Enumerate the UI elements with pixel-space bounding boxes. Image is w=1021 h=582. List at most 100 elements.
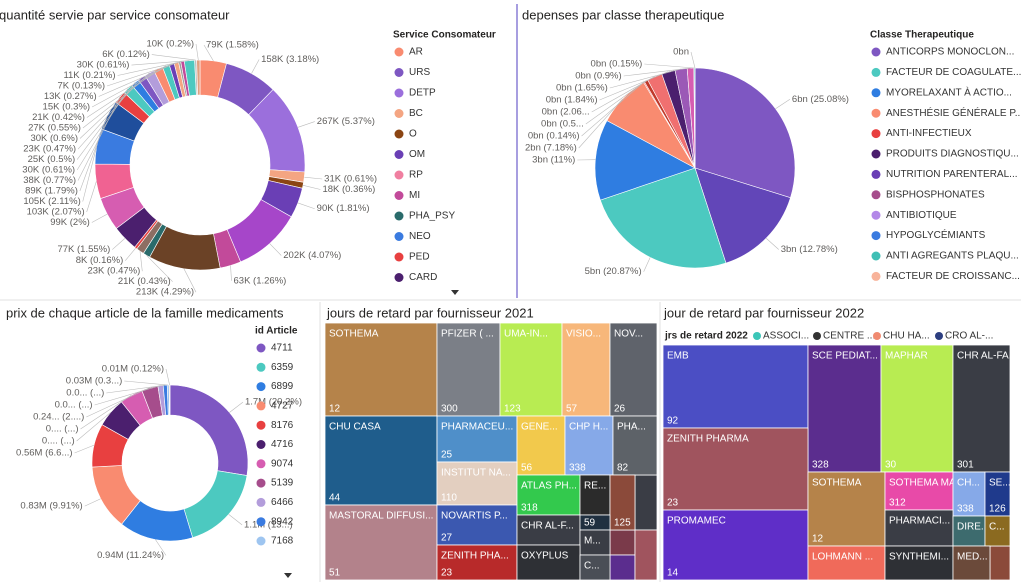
data-label: 267K (5.37%) bbox=[317, 116, 375, 127]
tile-value: 300 bbox=[441, 404, 458, 415]
legend-entry: 8942 bbox=[271, 516, 294, 527]
legend-entry: MYORELAXANT À ACTIO... bbox=[886, 85, 1012, 98]
data-label: 30K (0.61%) bbox=[77, 60, 130, 71]
tile-value: 126 bbox=[989, 504, 1006, 515]
legend-marker bbox=[873, 332, 881, 340]
legend-entry: 7168 bbox=[271, 536, 294, 547]
data-label: 0bn (0.9%) bbox=[575, 71, 621, 82]
legend-marker bbox=[256, 382, 266, 392]
leader-line bbox=[146, 255, 173, 282]
data-label: 3bn (11%) bbox=[532, 155, 575, 166]
legend-entry: CENTRE ... bbox=[823, 331, 875, 342]
data-label: 27K (0.55%) bbox=[28, 123, 81, 134]
tile-value: 82 bbox=[617, 463, 629, 474]
tile-label: INSTITUT NA... bbox=[441, 468, 511, 479]
legend-entry: 4727 bbox=[271, 401, 294, 412]
legend-entry: 4716 bbox=[271, 439, 294, 450]
legend-marker bbox=[394, 150, 404, 159]
legend-entry: 6466 bbox=[271, 497, 294, 508]
legend-marker bbox=[394, 273, 404, 282]
tile bbox=[952, 515, 986, 547]
data-label: 31K (0.61%) bbox=[324, 174, 377, 185]
data-label: 79K (1.58%) bbox=[206, 40, 259, 51]
data-label: 30K (0.61%) bbox=[22, 165, 75, 176]
tile-label: RE... bbox=[584, 481, 606, 492]
tile-value: 57 bbox=[566, 404, 578, 415]
tile-label: M... bbox=[584, 536, 601, 547]
data-label: 105K (2.11%) bbox=[23, 196, 80, 207]
legend-entry: 6899 bbox=[271, 381, 294, 392]
legend-marker bbox=[256, 497, 266, 507]
tile bbox=[807, 471, 886, 547]
leader-line bbox=[183, 268, 197, 293]
tile-value: 125 bbox=[614, 518, 631, 529]
chart-title: prix de chaque article de la famille med… bbox=[6, 305, 284, 320]
data-label: 99K (2%) bbox=[50, 217, 90, 228]
legend-title: jrs de retard 2022 bbox=[664, 331, 748, 342]
legend-entry: PRODUITS DIAGNOSTIQU... bbox=[886, 149, 1019, 160]
legend-entry: CARD bbox=[409, 272, 437, 283]
scroll-arrow[interactable] bbox=[451, 290, 459, 295]
data-label: 21K (0.43%) bbox=[118, 276, 171, 287]
leader-line bbox=[775, 98, 791, 109]
leader-line bbox=[203, 44, 214, 62]
data-label: 0.24... (2....) bbox=[33, 412, 84, 423]
tile-label: SCE PEDIAT... bbox=[812, 351, 878, 362]
tile-value: 312 bbox=[889, 498, 906, 509]
tile-label: PHARMACEU... bbox=[441, 422, 513, 433]
leader-line bbox=[86, 387, 150, 418]
scroll-arrow[interactable] bbox=[284, 573, 292, 578]
leader-line bbox=[125, 247, 136, 261]
data-label: 0bn (1.84%) bbox=[546, 95, 598, 106]
legend-marker bbox=[871, 190, 881, 200]
tile bbox=[884, 509, 954, 547]
data-label: 7K (0.13%) bbox=[57, 81, 105, 92]
legend-marker bbox=[871, 251, 881, 261]
data-label: 0.56M (6.6...) bbox=[16, 448, 73, 459]
tile-value: 26 bbox=[614, 404, 626, 415]
data-label: 11K (0.21%) bbox=[63, 70, 115, 81]
leader-line bbox=[77, 77, 142, 150]
leader-line bbox=[581, 81, 645, 137]
legend-marker bbox=[256, 343, 266, 353]
data-label: 2bn (7.18%) bbox=[525, 143, 577, 154]
legend-marker bbox=[871, 47, 881, 57]
data-label: 0.0... (...) bbox=[66, 388, 104, 399]
leader-line bbox=[297, 121, 315, 128]
legend-marker bbox=[871, 231, 881, 241]
data-label: 23K (0.47%) bbox=[87, 266, 140, 277]
tile-label: SOTHEMA bbox=[812, 478, 862, 489]
leader-line bbox=[297, 202, 315, 210]
tile-label: MAPHAR bbox=[885, 351, 928, 362]
legend-entry: NEO bbox=[409, 231, 431, 242]
chart-title: jour de retard par fournisseur 2022 bbox=[663, 305, 864, 320]
legend-marker bbox=[394, 191, 404, 200]
legend-marker bbox=[256, 362, 266, 372]
tile-label: OXYPLUS bbox=[521, 551, 569, 562]
legend-marker bbox=[813, 332, 821, 340]
tile-value: 12 bbox=[329, 404, 341, 415]
tile-label: PHA... bbox=[617, 422, 646, 433]
data-label: 89K (1.79%) bbox=[25, 186, 78, 197]
tile-label: ZENITH PHA... bbox=[441, 551, 509, 562]
legend-entry: 8176 bbox=[271, 420, 294, 431]
tile-label: C... bbox=[989, 522, 1005, 533]
leader-line bbox=[609, 68, 682, 89]
leader-line bbox=[91, 63, 172, 108]
tile bbox=[880, 344, 954, 473]
legend-marker bbox=[256, 459, 266, 469]
tile-value: 110 bbox=[441, 493, 457, 504]
tile bbox=[884, 471, 954, 511]
tile-label: CHU CASA bbox=[329, 422, 381, 433]
tile-label: DIRE... bbox=[957, 522, 989, 533]
leader-line bbox=[76, 82, 136, 160]
data-label: 15K (0.3%) bbox=[43, 102, 91, 113]
small-tile bbox=[609, 529, 636, 556]
tile-value: 59 bbox=[584, 518, 596, 529]
legend-marker bbox=[394, 88, 404, 98]
legend-marker bbox=[394, 252, 404, 262]
tile bbox=[516, 544, 581, 581]
slice bbox=[168, 384, 171, 416]
tile-value: 23 bbox=[667, 498, 679, 509]
legend-entry: FACTEUR DE COAGULATE... bbox=[886, 67, 1021, 78]
